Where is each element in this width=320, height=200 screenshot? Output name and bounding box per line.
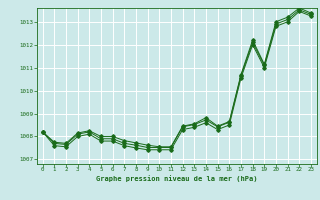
X-axis label: Graphe pression niveau de la mer (hPa): Graphe pression niveau de la mer (hPa) bbox=[96, 175, 258, 182]
